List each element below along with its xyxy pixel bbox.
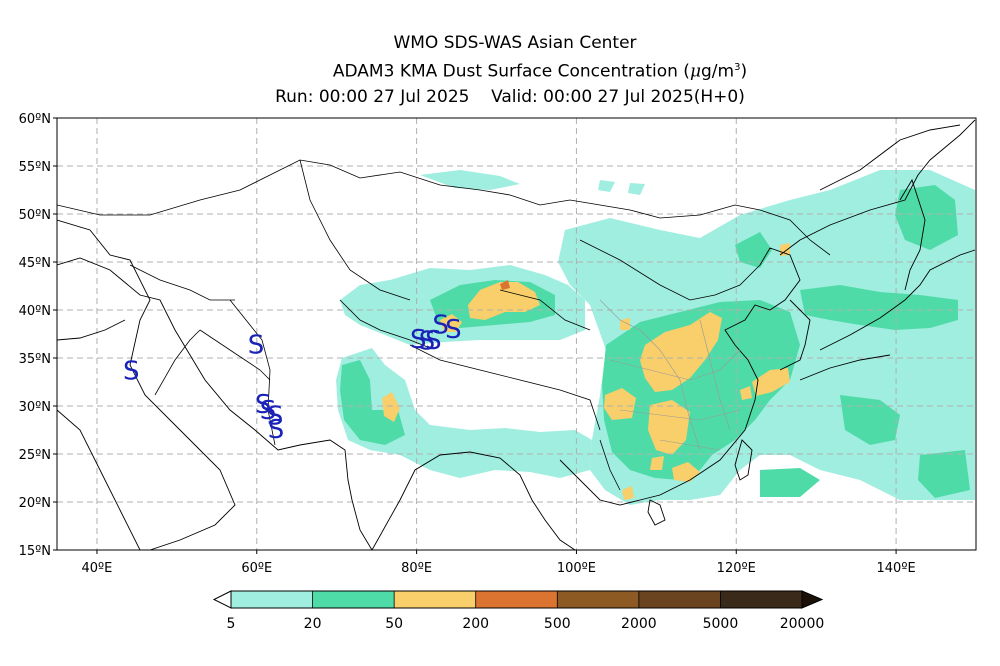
colorbar-segment [231, 591, 313, 608]
colorbar-segment [638, 591, 721, 608]
colorbar-level-label: 5000 [703, 616, 739, 632]
colorbar-segment [394, 591, 476, 608]
lon-tick-label: 140ºE [877, 561, 916, 576]
lat-tick-label: 30ºN [19, 400, 51, 415]
colorbar-level-label: 2000 [621, 616, 657, 632]
dust-storm-marker: S [260, 396, 277, 426]
dust-storm-marker: S [123, 356, 140, 386]
dust-storm-marker: S [419, 327, 436, 357]
lon-tick-label: 80ºE [401, 561, 432, 576]
colorbar-segment [312, 591, 395, 608]
dust-storm-marker: S [255, 390, 272, 420]
lat-tick-label: 25ºN [19, 448, 51, 463]
lat-tick-label: 55ºN [19, 160, 51, 175]
dust-storm-marker: S [432, 310, 449, 340]
lat-tick-label: 60ºN [19, 112, 51, 127]
title-line-2: ADAM3 KMA Dust Surface Concentration (μg… [332, 61, 748, 82]
level-50-200-area [382, 243, 790, 500]
colorbar: 5 20 50 200 500 2000 5000 20000 [212, 590, 825, 632]
unit-g: g/m [701, 61, 735, 82]
title-line-3: Run: 00:00 27 Jul 2025 Valid: 00:00 27 J… [275, 87, 745, 107]
lat-tick-label: 15ºN [19, 544, 51, 559]
dust-storm-marker: S [268, 415, 285, 445]
lon-tick-label: 120ºE [717, 561, 756, 576]
title-line-2-text: ADAM3 KMA Dust Surface Concentration [332, 61, 678, 82]
map-frame [56, 117, 977, 551]
unit-exponent: 3 [734, 62, 741, 73]
lat-tick-label: 35ºN [19, 352, 51, 367]
dust-concentration-field [336, 170, 975, 505]
dust-storm-marker: S [410, 325, 427, 355]
province-borders [599, 299, 741, 451]
lat-tick-label: 45ºN [19, 256, 51, 271]
lon-tick-label: 40ºE [82, 561, 113, 576]
dust-storm-marker: S [445, 315, 462, 345]
colorbar-level-label: 500 [544, 616, 571, 632]
colorbar-under-arrow [212, 590, 232, 609]
colorbar-level-label: 20000 [780, 616, 825, 632]
dust-storm-marker: S [267, 402, 284, 432]
dust-storm-marker: S [248, 331, 265, 361]
unit-mu: μ [689, 61, 701, 82]
axis-ticks: 60ºN 55ºN 50ºN 45ºN 40ºN 35ºN 30ºN 25ºN 20ºN 15ºN… [19, 112, 916, 576]
lat-tick-label: 50ºN [19, 208, 51, 223]
colorbar-segment [557, 591, 639, 608]
country-borders [57, 159, 831, 491]
dust-storm-marker: S [425, 326, 442, 356]
coastlines [57, 119, 976, 550]
colorbar-segment [720, 591, 802, 608]
colorbar-segment [475, 591, 558, 608]
colorbar-level-label: 200 [462, 616, 489, 632]
colorbar-level-label: 5 [227, 616, 236, 632]
graticule [57, 118, 976, 550]
lon-tick-label: 60ºE [241, 561, 272, 576]
title-line-1: WMO SDS-WAS Asian Center [393, 33, 637, 53]
colorbar-level-label: 50 [385, 616, 403, 632]
colorbar-level-label: 20 [304, 616, 322, 632]
colorbar-over-arrow [801, 590, 824, 609]
lat-tick-label: 40ºN [19, 304, 51, 319]
level-200-500-area [500, 280, 510, 290]
lat-tick-label: 20ºN [19, 496, 51, 511]
lon-tick-label: 100ºE [557, 561, 596, 576]
